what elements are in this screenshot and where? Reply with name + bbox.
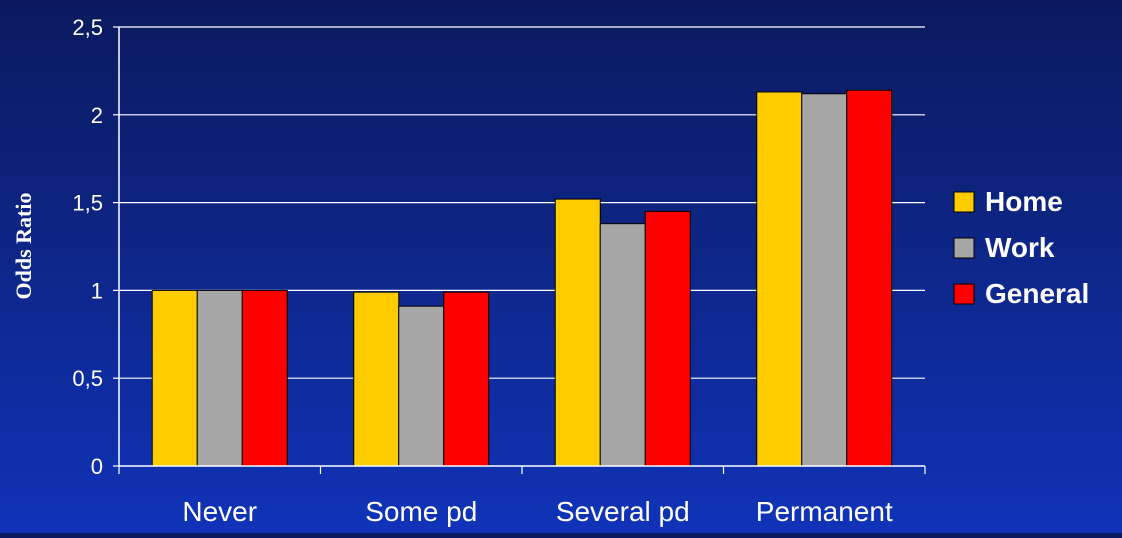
bar-home-3 bbox=[756, 91, 803, 467]
y-tick-label: 2,5 bbox=[72, 15, 103, 40]
bar-work-3 bbox=[801, 93, 848, 467]
x-tick-label: Never bbox=[182, 496, 257, 527]
legend-label-home: Home bbox=[985, 186, 1063, 217]
x-tick-label: Several pd bbox=[556, 496, 690, 527]
bar-home-0 bbox=[151, 289, 198, 467]
bar-general-2 bbox=[644, 210, 691, 467]
y-tick-label: 1 bbox=[91, 278, 103, 303]
legend-label-general: General bbox=[985, 278, 1089, 309]
bars bbox=[151, 89, 893, 467]
y-tick-label: 0,5 bbox=[72, 366, 103, 391]
legend-swatch-general bbox=[953, 283, 975, 305]
legend: Home Work General bbox=[953, 186, 1089, 309]
bar-work-2 bbox=[599, 223, 646, 467]
y-tick-label: 2 bbox=[91, 103, 103, 128]
x-tick-label: Permanent bbox=[756, 496, 893, 527]
bar-general-0 bbox=[241, 289, 288, 467]
x-tick-labels: Never Some pd Several pd Permanent bbox=[182, 496, 893, 527]
y-tick-labels: 0 0,5 1 1,5 2 2,5 bbox=[72, 15, 103, 479]
bar-work-0 bbox=[196, 289, 243, 467]
y-axis-label: Odds Ratio bbox=[11, 193, 36, 300]
y-tick-label: 0 bbox=[91, 454, 103, 479]
x-tick-label: Some pd bbox=[365, 496, 477, 527]
axes bbox=[113, 26, 926, 474]
legend-label-work: Work bbox=[985, 232, 1055, 263]
legend-swatch-home bbox=[953, 191, 975, 213]
bar-general-1 bbox=[443, 291, 490, 467]
legend-swatch-work bbox=[953, 237, 975, 259]
bar-general-3 bbox=[846, 89, 893, 467]
y-tick-label: 1,5 bbox=[72, 191, 103, 216]
bar-home-1 bbox=[353, 291, 400, 467]
bar-home-2 bbox=[554, 198, 601, 467]
bar-work-1 bbox=[398, 305, 445, 467]
